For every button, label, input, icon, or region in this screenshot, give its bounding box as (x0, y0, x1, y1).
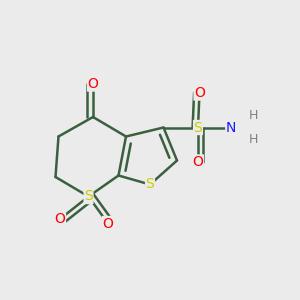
Text: H: H (249, 133, 258, 146)
Text: S: S (84, 190, 93, 203)
Text: H: H (249, 109, 258, 122)
Text: O: O (193, 155, 203, 169)
Text: N: N (226, 121, 236, 134)
Text: O: O (88, 77, 98, 91)
Text: S: S (194, 121, 202, 134)
Text: O: O (194, 86, 205, 100)
Text: S: S (146, 178, 154, 191)
Text: O: O (103, 217, 113, 230)
Text: O: O (55, 212, 65, 226)
